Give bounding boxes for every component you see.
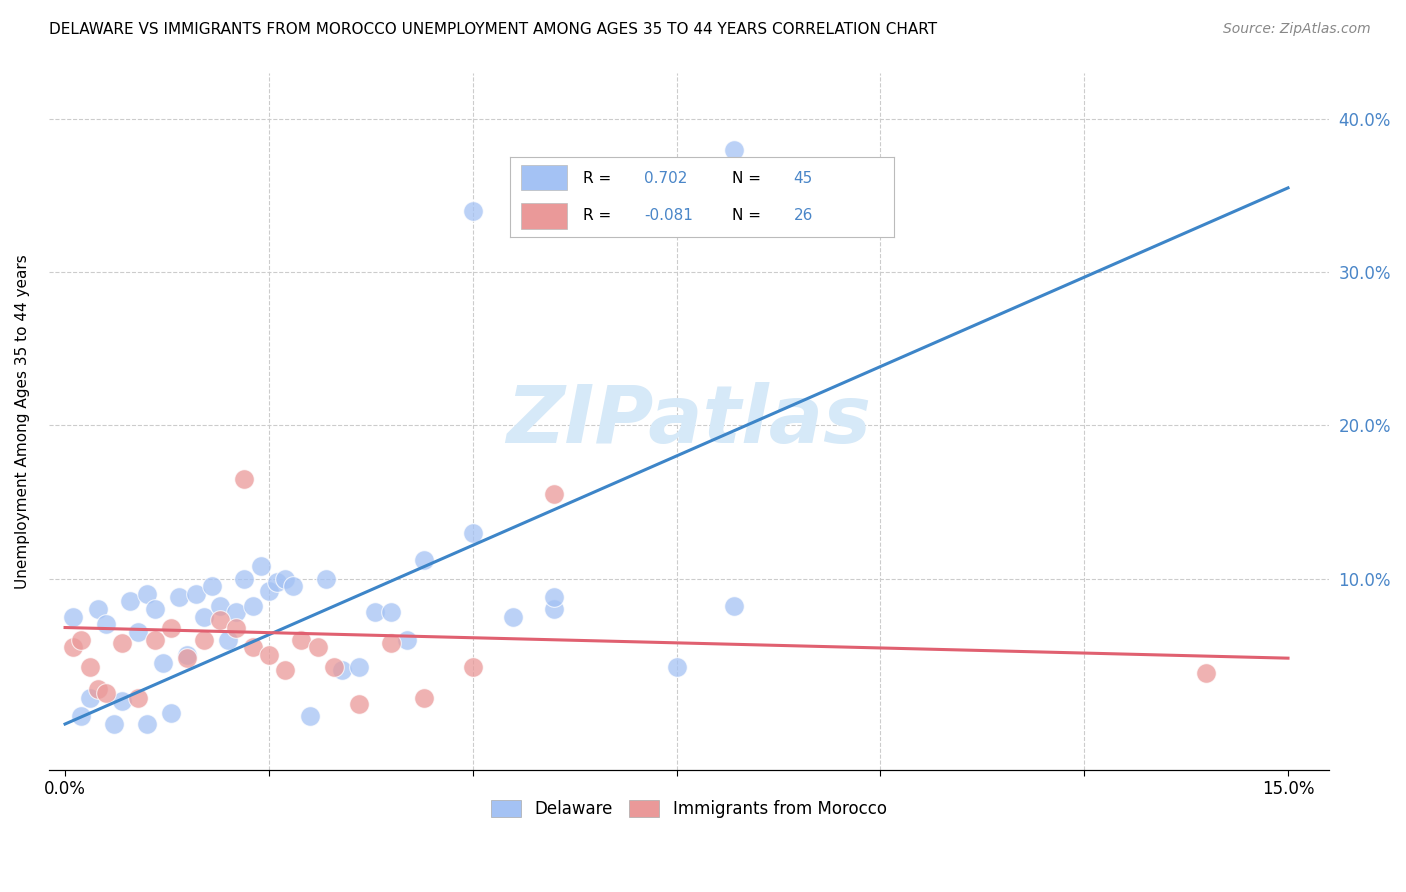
Point [266,574,288,589]
Point [283,579,305,593]
Point [94,686,117,700]
Point [193,632,215,647]
Point [364,605,387,619]
Point [120,594,142,608]
Point [233,572,256,586]
Point [176,648,198,662]
Point [111,636,134,650]
Point [79,660,101,674]
Point [62,640,84,655]
Point [412,691,434,706]
Point [242,599,264,613]
Point [184,587,207,601]
Point [208,599,231,613]
Point [86,602,108,616]
Point [543,487,565,501]
Point [143,632,166,647]
Point [330,664,353,678]
Point [201,579,224,593]
Point [152,656,174,670]
Y-axis label: Unemployment Among Ages 35 to 44 years: Unemployment Among Ages 35 to 44 years [15,254,30,589]
Point [380,636,402,650]
Point [193,609,215,624]
Point [461,660,484,674]
Point [225,621,247,635]
Point [257,648,280,662]
Point [274,572,297,586]
Legend: Delaware, Immigrants from Morocco: Delaware, Immigrants from Morocco [484,793,893,824]
Point [143,602,166,616]
Point [160,621,183,635]
Point [461,525,484,540]
Point [79,691,101,706]
Text: DELAWARE VS IMMIGRANTS FROM MOROCCO UNEMPLOYMENT AMONG AGES 35 TO 44 YEARS CORRE: DELAWARE VS IMMIGRANTS FROM MOROCCO UNEM… [49,22,938,37]
Text: Source: ZipAtlas.com: Source: ZipAtlas.com [1223,22,1371,37]
Point [225,605,247,619]
Point [502,609,524,624]
Point [70,632,93,647]
Point [86,681,108,696]
Point [347,660,370,674]
Point [160,706,183,721]
Point [94,617,117,632]
Point [347,697,370,711]
Point [62,609,84,624]
Point [543,590,565,604]
Text: ZIPatlas: ZIPatlas [506,383,872,460]
Point [298,709,321,723]
Point [380,605,402,619]
Point [233,472,256,486]
Point [461,203,484,218]
Point [249,559,271,574]
Point [111,694,134,708]
Point [723,599,745,613]
Point [127,625,149,640]
Point [167,590,190,604]
Point [217,632,239,647]
Point [315,572,337,586]
Point [307,640,329,655]
Point [665,660,688,674]
Point [396,632,419,647]
Point [103,717,125,731]
Point [1195,666,1218,681]
Point [176,651,198,665]
Point [135,587,157,601]
Point [323,660,346,674]
Point [242,640,264,655]
Point [135,717,157,731]
Point [70,709,93,723]
Point [412,553,434,567]
Point [257,583,280,598]
Point [127,691,149,706]
Point [274,664,297,678]
Point [723,143,745,157]
Point [290,632,312,647]
Point [208,613,231,627]
Point [543,602,565,616]
